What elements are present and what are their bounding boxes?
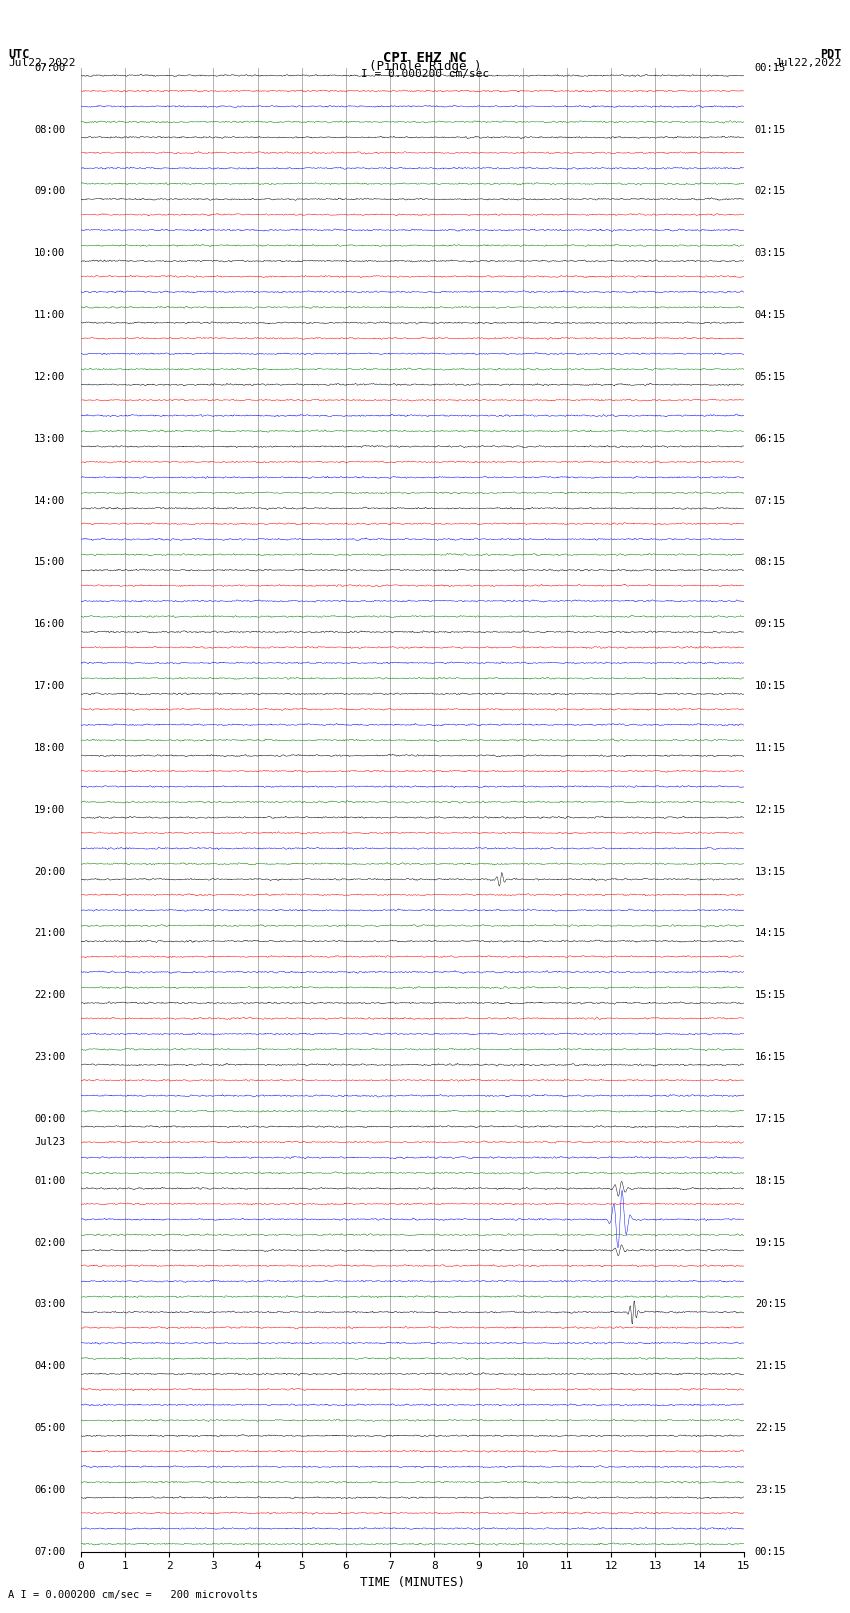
Text: 21:15: 21:15 <box>755 1361 786 1371</box>
Text: UTC: UTC <box>8 48 30 61</box>
Text: 19:15: 19:15 <box>755 1237 786 1247</box>
Text: 02:00: 02:00 <box>34 1237 65 1247</box>
Text: 18:00: 18:00 <box>34 744 65 753</box>
Text: 00:00: 00:00 <box>34 1115 65 1124</box>
Text: 09:15: 09:15 <box>755 619 786 629</box>
Text: 07:15: 07:15 <box>755 495 786 505</box>
Text: 01:15: 01:15 <box>755 124 786 134</box>
Text: 05:00: 05:00 <box>34 1423 65 1432</box>
Text: 03:00: 03:00 <box>34 1300 65 1310</box>
Text: 00:15: 00:15 <box>755 1547 786 1557</box>
Text: 07:00: 07:00 <box>34 63 65 73</box>
Text: 11:00: 11:00 <box>34 310 65 319</box>
Text: 00:15: 00:15 <box>755 63 786 73</box>
Text: 23:00: 23:00 <box>34 1052 65 1061</box>
Text: 08:15: 08:15 <box>755 558 786 568</box>
Text: 05:15: 05:15 <box>755 373 786 382</box>
Text: 20:00: 20:00 <box>34 866 65 876</box>
Text: 11:15: 11:15 <box>755 744 786 753</box>
Text: 22:00: 22:00 <box>34 990 65 1000</box>
Text: 06:15: 06:15 <box>755 434 786 444</box>
Text: 16:15: 16:15 <box>755 1052 786 1061</box>
Text: 20:15: 20:15 <box>755 1300 786 1310</box>
Text: CPI EHZ NC: CPI EHZ NC <box>383 50 467 65</box>
Text: 19:00: 19:00 <box>34 805 65 815</box>
Text: 04:15: 04:15 <box>755 310 786 319</box>
Text: (Pinole Ridge ): (Pinole Ridge ) <box>369 60 481 73</box>
Text: 18:15: 18:15 <box>755 1176 786 1186</box>
Text: 21:00: 21:00 <box>34 929 65 939</box>
Text: 14:00: 14:00 <box>34 495 65 505</box>
Text: Jul22,2022: Jul22,2022 <box>8 58 76 68</box>
Text: I = 0.000200 cm/sec: I = 0.000200 cm/sec <box>361 69 489 79</box>
Text: Jul23: Jul23 <box>34 1137 65 1147</box>
Text: 09:00: 09:00 <box>34 187 65 197</box>
X-axis label: TIME (MINUTES): TIME (MINUTES) <box>360 1576 465 1589</box>
Text: 14:15: 14:15 <box>755 929 786 939</box>
Text: 13:15: 13:15 <box>755 866 786 876</box>
Text: 17:00: 17:00 <box>34 681 65 690</box>
Text: PDT: PDT <box>820 48 842 61</box>
Text: 10:15: 10:15 <box>755 681 786 690</box>
Text: 03:15: 03:15 <box>755 248 786 258</box>
Text: 13:00: 13:00 <box>34 434 65 444</box>
Text: 10:00: 10:00 <box>34 248 65 258</box>
Text: 01:00: 01:00 <box>34 1176 65 1186</box>
Text: 16:00: 16:00 <box>34 619 65 629</box>
Text: 07:00: 07:00 <box>34 1547 65 1557</box>
Text: 22:15: 22:15 <box>755 1423 786 1432</box>
Text: 08:00: 08:00 <box>34 124 65 134</box>
Text: Jul22,2022: Jul22,2022 <box>774 58 842 68</box>
Text: 12:15: 12:15 <box>755 805 786 815</box>
Text: 12:00: 12:00 <box>34 373 65 382</box>
Text: 04:00: 04:00 <box>34 1361 65 1371</box>
Text: 23:15: 23:15 <box>755 1486 786 1495</box>
Text: 02:15: 02:15 <box>755 187 786 197</box>
Text: 06:00: 06:00 <box>34 1486 65 1495</box>
Text: A I = 0.000200 cm/sec =   200 microvolts: A I = 0.000200 cm/sec = 200 microvolts <box>8 1590 258 1600</box>
Text: 17:15: 17:15 <box>755 1115 786 1124</box>
Text: 15:00: 15:00 <box>34 558 65 568</box>
Text: 15:15: 15:15 <box>755 990 786 1000</box>
